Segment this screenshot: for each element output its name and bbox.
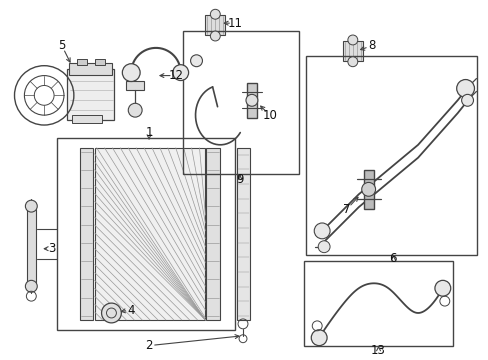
- Circle shape: [25, 280, 37, 292]
- Text: 3: 3: [48, 242, 56, 255]
- Circle shape: [245, 94, 257, 106]
- Text: 8: 8: [367, 39, 374, 53]
- Circle shape: [210, 9, 220, 19]
- Text: 5: 5: [58, 39, 65, 53]
- Circle shape: [311, 330, 326, 346]
- Text: 10: 10: [262, 109, 277, 122]
- Circle shape: [347, 35, 357, 45]
- Bar: [95, 148, 205, 320]
- Circle shape: [172, 65, 188, 81]
- Bar: [67, 69, 114, 120]
- Bar: [363, 170, 373, 209]
- Circle shape: [434, 280, 450, 296]
- Circle shape: [102, 303, 121, 323]
- Bar: [80, 148, 92, 320]
- Bar: [237, 148, 249, 320]
- Bar: [183, 31, 299, 175]
- Circle shape: [318, 241, 329, 253]
- Bar: [126, 81, 144, 90]
- Text: 6: 6: [389, 252, 396, 265]
- Bar: [205, 15, 225, 35]
- Bar: [27, 209, 36, 283]
- Circle shape: [361, 183, 375, 196]
- Bar: [72, 115, 102, 123]
- Bar: [305, 56, 476, 255]
- Text: 12: 12: [168, 69, 183, 82]
- Circle shape: [25, 200, 37, 212]
- Text: 2: 2: [145, 339, 152, 352]
- Circle shape: [456, 80, 473, 97]
- Bar: [57, 138, 235, 330]
- Bar: [246, 82, 256, 118]
- Circle shape: [314, 223, 329, 239]
- Bar: [77, 59, 86, 65]
- Text: 1: 1: [145, 126, 152, 139]
- Text: 13: 13: [370, 344, 385, 357]
- Text: 4: 4: [127, 303, 135, 316]
- Circle shape: [122, 64, 140, 81]
- Text: 11: 11: [227, 17, 242, 30]
- Circle shape: [190, 55, 202, 67]
- Circle shape: [461, 94, 472, 106]
- Circle shape: [210, 31, 220, 41]
- Bar: [342, 41, 362, 61]
- Text: 9: 9: [236, 173, 244, 186]
- Bar: [206, 148, 220, 320]
- Bar: [95, 59, 104, 65]
- Circle shape: [128, 103, 142, 117]
- Text: 7: 7: [343, 203, 350, 216]
- Bar: [69, 63, 112, 75]
- Circle shape: [347, 57, 357, 67]
- Bar: [304, 261, 452, 346]
